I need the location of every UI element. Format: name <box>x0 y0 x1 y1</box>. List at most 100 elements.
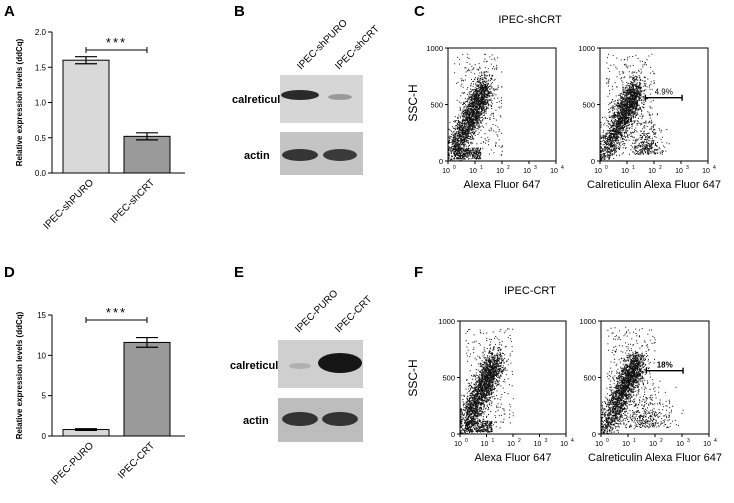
y-tick-label: 500 <box>442 374 455 383</box>
western-blot-b: IPEC-shPURO IPEC-shCRT calreticulin acti… <box>232 17 382 175</box>
x-tick-exponent: 0 <box>465 438 468 444</box>
band-calreticulin-shpuro <box>281 90 319 100</box>
x-tick-label: 10 <box>594 168 602 175</box>
panel-letter-a: A <box>4 3 15 20</box>
x-tick-exponent: 0 <box>453 165 456 171</box>
x-tick-label: 10 <box>703 441 711 448</box>
event-dots <box>600 53 670 162</box>
x-tick-exponent: 4 <box>714 438 717 444</box>
y-axis-label: SSC-H <box>406 359 420 396</box>
blot-row-label: actin <box>243 415 269 427</box>
significance-label: *** <box>106 305 127 320</box>
y-tick-label: 0 <box>591 157 595 166</box>
bar <box>123 341 171 437</box>
x-tick-label: 10 <box>442 168 450 175</box>
western-blot-e: IPEC-PURO IPEC-CRT calreticulin actin <box>230 288 374 442</box>
y-tick-label: 0 <box>42 432 47 441</box>
x-tick-exponent: 2 <box>660 438 663 444</box>
x-category-label: IPEC-shPURO <box>42 177 97 232</box>
y-tick-label: 500 <box>582 101 595 110</box>
x-axis-label: Alexa Fluor 647 <box>474 452 551 464</box>
x-tick-label: 10 <box>702 168 710 175</box>
x-tick-exponent: 2 <box>659 165 662 171</box>
x-tick-exponent: 1 <box>632 165 635 171</box>
bar <box>123 135 171 174</box>
y-tick-label: 0 <box>592 430 596 439</box>
x-tick-exponent: 4 <box>561 165 564 171</box>
x-tick-exponent: 3 <box>534 165 537 171</box>
y-tick-label: 0 <box>439 157 443 166</box>
x-tick-label: 10 <box>648 168 656 175</box>
x-tick-exponent: 1 <box>480 165 483 171</box>
x-tick-label: 10 <box>469 168 477 175</box>
x-tick-label: 10 <box>622 441 630 448</box>
x-axis-label: Calreticulin Alexa Fluor 647 <box>588 452 722 464</box>
bar <box>62 59 110 174</box>
blot-row-label: calreticulin <box>230 360 288 372</box>
x-tick-label: 10 <box>675 168 683 175</box>
y-tick-label: 1000 <box>438 317 455 326</box>
y-tick-label: 10 <box>37 351 46 360</box>
significance-label: *** <box>106 35 127 50</box>
x-axis-label: Alexa Fluor 647 <box>463 179 540 191</box>
x-tick-label: 10 <box>507 441 515 448</box>
band-actin-shcrt <box>323 149 357 161</box>
blot-row-label: actin <box>244 150 270 162</box>
x-tick-exponent: 4 <box>571 438 574 444</box>
bar-chart-a: Relative expression levels (ddCq) 0.0 0.5… <box>15 28 185 232</box>
panel-letter-e: E <box>234 264 244 281</box>
blot-lane-label: IPEC-CRT <box>333 294 374 335</box>
gate-percentage: 4.9% <box>655 88 673 97</box>
x-tick-label: 10 <box>534 441 542 448</box>
gate-percentage: 18% <box>657 361 673 370</box>
band-calreticulin-shcrt <box>328 94 352 100</box>
y-tick-label: 1.5 <box>35 63 47 72</box>
x-tick-exponent: 2 <box>518 438 521 444</box>
flow-title: IPEC-CRT <box>504 285 556 297</box>
x-tick-exponent: 1 <box>633 438 636 444</box>
x-tick-exponent: 2 <box>507 165 510 171</box>
x-tick-label: 10 <box>550 168 558 175</box>
y-tick-label: 5 <box>42 392 47 401</box>
event-dots <box>601 326 684 435</box>
x-category-label: IPEC-CRT <box>116 440 157 481</box>
panel-letter-b: B <box>234 3 245 20</box>
x-tick-exponent: 1 <box>492 438 495 444</box>
x-category-label: IPEC-shCRT <box>109 177 158 226</box>
y-tick-label: 15 <box>37 311 46 320</box>
x-tick-exponent: 3 <box>545 438 548 444</box>
y-tick-label: 1000 <box>426 44 443 53</box>
band-calreticulin-puro <box>289 363 311 369</box>
y-tick-label: 500 <box>430 101 443 110</box>
y-tick-label: 1.0 <box>35 99 47 108</box>
x-category-label: IPEC-PURO <box>49 440 96 487</box>
x-tick-label: 10 <box>621 168 629 175</box>
bar-chart-d: Relative expression levels (ddCq) 0 5 10 15… <box>15 305 185 487</box>
y-tick-label: 0 <box>451 430 455 439</box>
x-tick-label: 10 <box>560 441 568 448</box>
y-tick-label: 1000 <box>579 317 596 326</box>
band-actin-puro <box>282 412 318 426</box>
y-tick-label: 500 <box>583 374 596 383</box>
y-axis-label: Relative expression levels (ddCq) <box>15 38 24 166</box>
y-tick-label: 1000 <box>578 44 595 53</box>
y-tick-label: 2.0 <box>35 28 47 37</box>
y-axis-label: Relative expression levels (ddCq) <box>15 311 24 439</box>
x-tick-label: 10 <box>454 441 462 448</box>
x-tick-exponent: 0 <box>606 438 609 444</box>
event-dots <box>460 328 514 435</box>
x-axis-label: Calreticulin Alexa Fluor 647 <box>587 179 721 191</box>
x-tick-label: 10 <box>595 441 603 448</box>
x-tick-label: 10 <box>676 441 684 448</box>
panel-letter-c: C <box>414 3 425 20</box>
x-tick-exponent: 0 <box>605 165 608 171</box>
x-tick-exponent: 3 <box>687 438 690 444</box>
flow-plot-frame <box>459 320 567 435</box>
x-tick-label: 10 <box>649 441 657 448</box>
y-tick-label: 0.5 <box>35 134 47 143</box>
x-tick-exponent: 3 <box>686 165 689 171</box>
panel-letter-f: F <box>414 264 423 281</box>
